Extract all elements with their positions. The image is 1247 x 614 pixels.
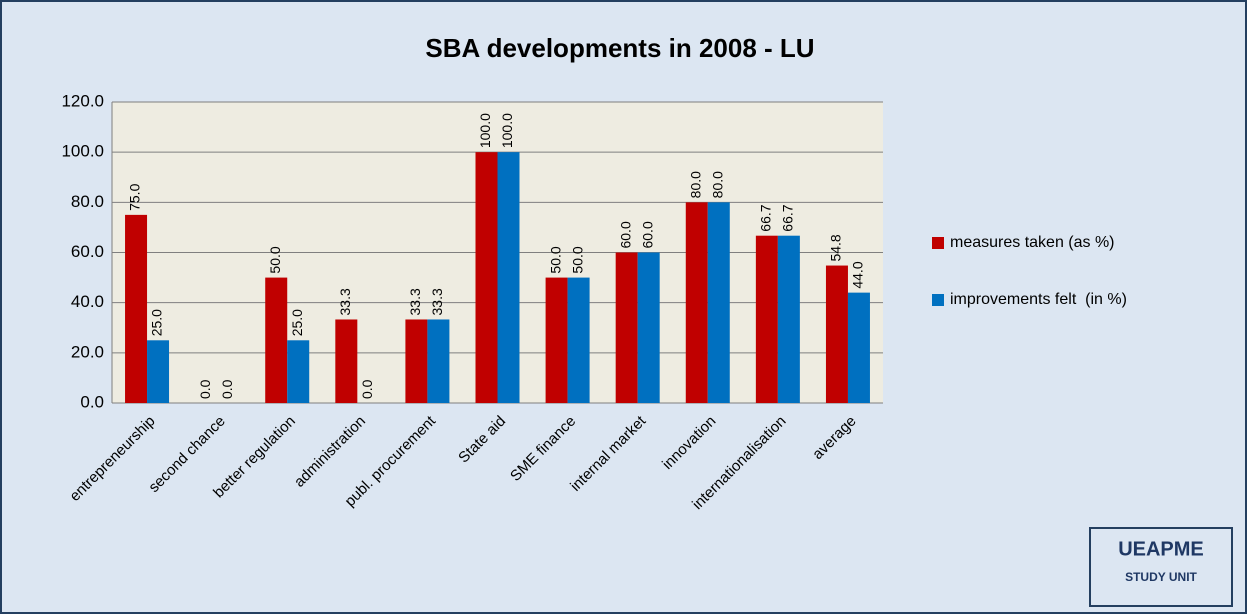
value-label: 44.0 [850,261,866,288]
bar [125,214,148,403]
bar [707,202,730,403]
bar [287,340,310,403]
value-label: 80.0 [687,171,703,198]
y-tick-label: 120.0 [61,91,104,110]
bar [475,152,498,403]
value-label: 54.8 [828,234,844,261]
value-label: 66.7 [758,204,774,231]
y-tick-label: 80.0 [71,192,104,211]
y-tick-label: 0.0 [80,392,104,411]
logo-name: UEAPME [1118,538,1204,560]
y-tick-label: 40.0 [71,292,104,311]
value-label: 33.3 [429,288,445,315]
bar [615,252,638,403]
value-label: 66.7 [780,204,796,231]
value-label: 33.3 [407,288,423,315]
chart-title: SBA developments in 2008 - LU [425,33,814,63]
value-label: 60.0 [617,221,633,248]
value-label: 100.0 [477,113,493,148]
bar [335,319,358,403]
bar [567,277,590,403]
value-label: 0.0 [197,379,213,399]
y-tick-label: 60.0 [71,242,104,261]
bar [825,265,848,403]
value-label: 33.3 [337,288,353,315]
value-label: 80.0 [709,171,725,198]
bar [777,235,800,403]
bar [685,202,708,403]
value-label: 100.0 [499,113,515,148]
legend-swatch [932,294,944,306]
bar [147,340,170,403]
bar [847,292,870,403]
bar [265,277,288,403]
value-label: 25.0 [149,309,165,336]
bar [405,319,428,403]
value-label: 75.0 [127,183,143,210]
legend-label: improvements felt (in %) [950,291,1127,308]
legend-label: measures taken (as %) [950,234,1115,251]
bar [637,252,660,403]
bar [545,277,568,403]
logo-subtitle: STUDY UNIT [1125,570,1197,584]
bar [755,235,778,403]
value-label: 50.0 [267,246,283,273]
y-tick-label: 20.0 [71,342,104,361]
bar [497,152,520,403]
value-label: 0.0 [359,379,375,399]
y-tick-label: 100.0 [61,142,104,161]
logo-box [1089,527,1233,607]
value-label: 25.0 [289,309,305,336]
value-label: 50.0 [569,246,585,273]
value-label: 0.0 [219,379,235,399]
bar [427,319,450,403]
value-label: 50.0 [547,246,563,273]
value-label: 60.0 [639,221,655,248]
legend-swatch [932,237,944,249]
